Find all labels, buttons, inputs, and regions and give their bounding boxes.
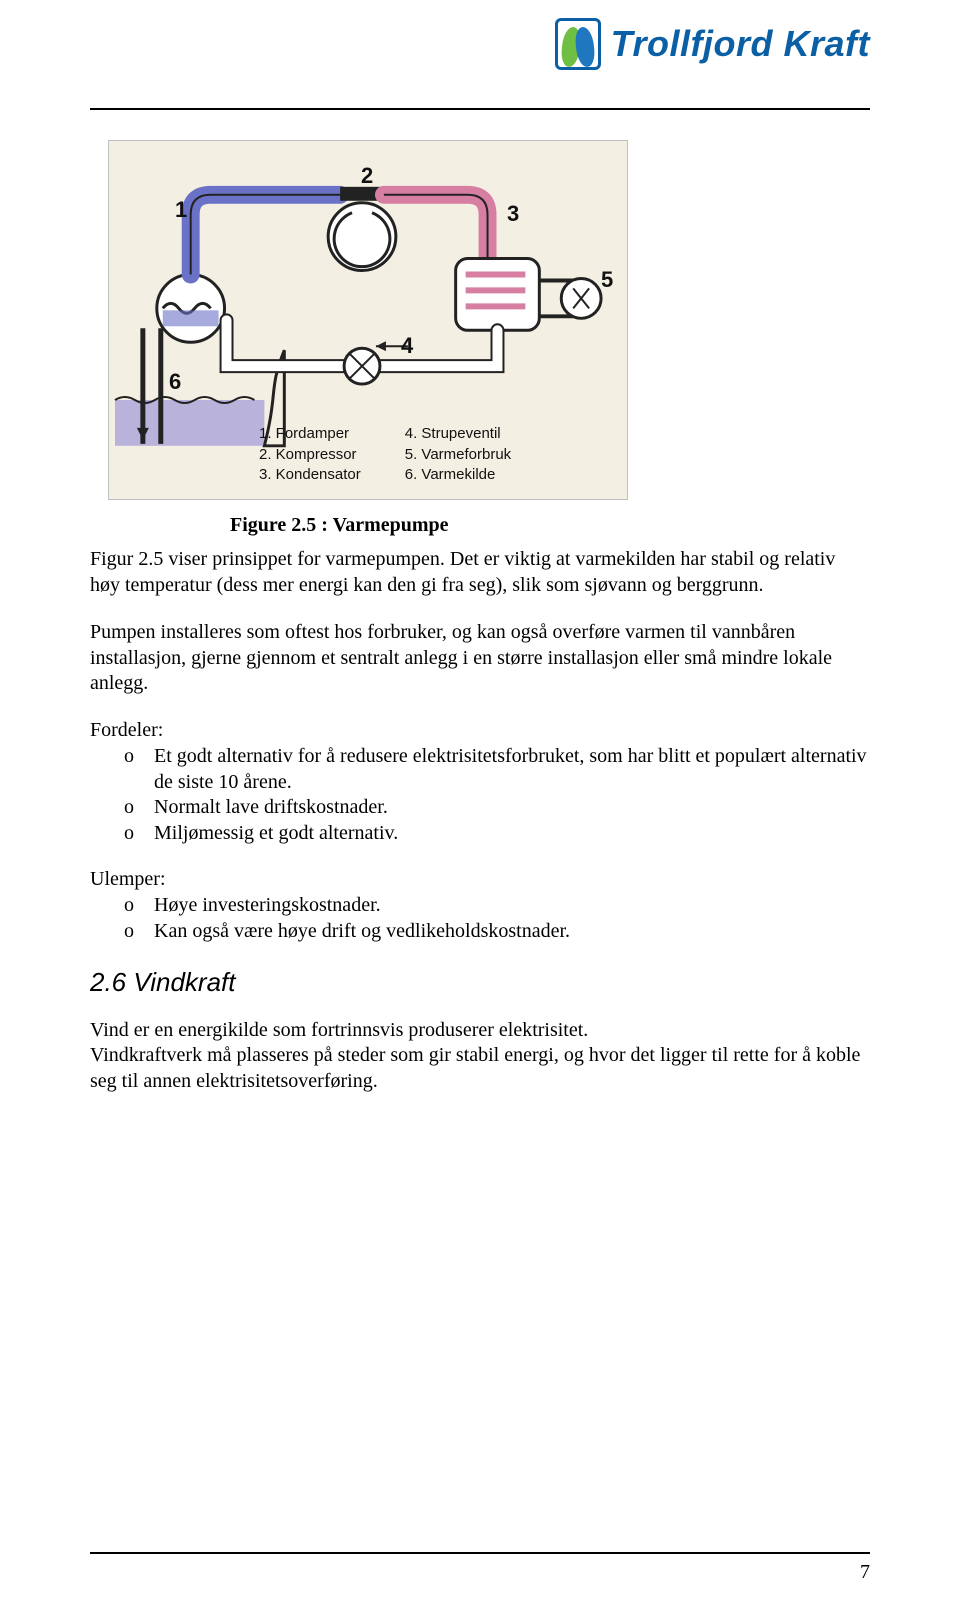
ulemper-heading: Ulemper:: [90, 868, 870, 891]
diagram-label-2: 2: [361, 163, 373, 189]
list-item: Kan også være høye drift og vedlikeholds…: [90, 919, 870, 945]
header-rule: [90, 108, 870, 110]
heat-pump-diagram: 1 2 3 4 5 6 1. Fordamper 2. Kompressor 3…: [108, 140, 628, 500]
legend-col-left: 1. Fordamper 2. Kompressor 3. Kondensato…: [259, 424, 361, 485]
paragraph-2: Pumpen installeres som oftest hos forbru…: [90, 620, 870, 697]
section-body: Vind er en energikilde som fortrinnsvis …: [90, 1018, 870, 1095]
ulemper-list: Høye investeringskostnader. Kan også vær…: [90, 893, 870, 944]
diagram-label-1: 1: [175, 197, 187, 223]
logo-mark-icon: [555, 18, 601, 70]
diagram-legend: 1. Fordamper 2. Kompressor 3. Kondensato…: [259, 424, 511, 485]
legend-col-right: 4. Strupeventil 5. Varmeforbruk 6. Varme…: [405, 424, 511, 485]
diagram-label-6: 6: [169, 369, 181, 395]
page-header: Trollfjord Kraft: [90, 0, 870, 110]
legend-item: 4. Strupeventil: [405, 424, 511, 444]
brand-logo: Trollfjord Kraft: [555, 18, 870, 70]
section-heading: 2.6 Vindkraft: [90, 967, 870, 998]
legend-item: 1. Fordamper: [259, 424, 361, 444]
fordeler-list: Et godt alternativ for å redusere elektr…: [90, 744, 870, 846]
list-item: Høye investeringskostnader.: [90, 893, 870, 919]
diagram-label-4: 4: [401, 333, 413, 359]
list-item: Miljømessig et godt alternativ.: [90, 821, 870, 847]
list-item: Normalt lave driftskostnader.: [90, 795, 870, 821]
brand-text: Trollfjord Kraft: [611, 23, 870, 65]
legend-item: 3. Kondensator: [259, 465, 361, 485]
figure-caption: Figure 2.5 : Varmepumpe: [230, 514, 870, 537]
paragraph-1: Figur 2.5 viser prinsippet for varmepump…: [90, 547, 870, 598]
page: Trollfjord Kraft: [0, 0, 960, 1618]
list-item: Et godt alternativ for å redusere elektr…: [90, 744, 870, 795]
legend-item: 6. Varmekilde: [405, 465, 511, 485]
fordeler-heading: Fordeler:: [90, 719, 870, 742]
legend-item: 5. Varmeforbruk: [405, 445, 511, 465]
page-number: 7: [860, 1561, 870, 1584]
diagram-label-5: 5: [601, 267, 613, 293]
footer-rule: [90, 1552, 870, 1554]
legend-item: 2. Kompressor: [259, 445, 361, 465]
diagram-label-3: 3: [507, 201, 519, 227]
